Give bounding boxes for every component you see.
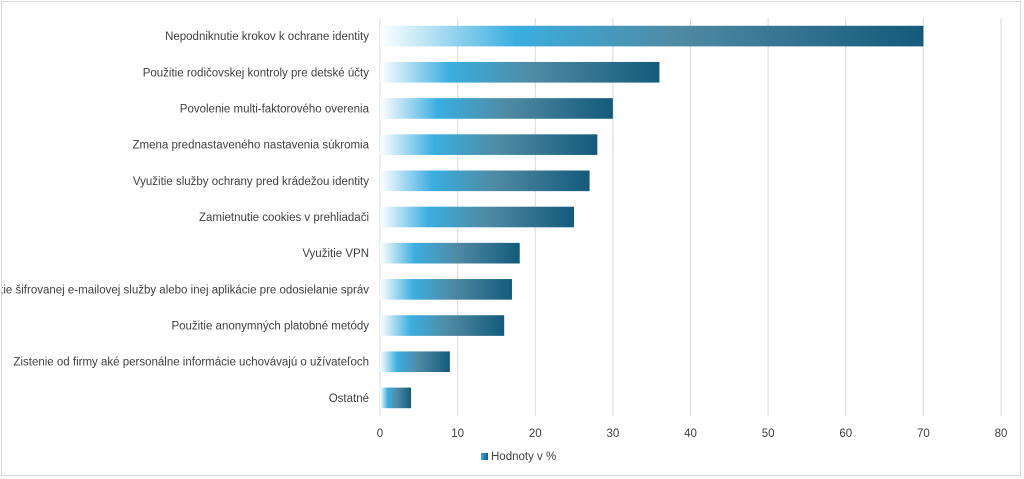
category-label: Použitie rodičovskej kontroly pre detské… bbox=[143, 67, 370, 79]
x-tick-label: 10 bbox=[451, 428, 464, 440]
category-label: Povolenie multi-faktorového overenia bbox=[180, 103, 370, 115]
legend-label: Hodnoty v % bbox=[491, 451, 556, 463]
x-tick-label: 20 bbox=[529, 428, 542, 440]
bar bbox=[380, 206, 575, 228]
bar bbox=[380, 315, 505, 336]
category-label: Zamietnutie cookies v prehliadači bbox=[199, 212, 369, 224]
bars bbox=[380, 25, 924, 409]
gridlines bbox=[379, 18, 1002, 416]
bar bbox=[380, 351, 450, 373]
x-tick-label: 80 bbox=[995, 428, 1008, 440]
bar bbox=[380, 25, 924, 47]
bar bbox=[380, 170, 590, 192]
bar bbox=[380, 134, 598, 155]
bar bbox=[380, 61, 660, 83]
category-label: Použitie šifrovanej e-mailovej služby al… bbox=[2, 284, 369, 296]
category-label: Využitie služby ochrany pred krádežou id… bbox=[133, 176, 369, 188]
x-tick-label: 60 bbox=[839, 428, 852, 440]
x-tick-label: 40 bbox=[684, 428, 697, 440]
category-label: Použitie anonymných platobné metódy bbox=[171, 321, 369, 333]
bar bbox=[380, 242, 520, 264]
x-tick-label: 70 bbox=[917, 428, 930, 440]
category-labels: Nepodniknutie krokov k ochrane identity P… bbox=[2, 31, 370, 405]
x-axis-tick-labels: 0 10 20 30 40 50 60 70 80 bbox=[377, 428, 1008, 440]
x-tick-label: 30 bbox=[606, 428, 619, 440]
x-tick-label: 50 bbox=[762, 428, 775, 440]
bar bbox=[380, 279, 512, 300]
category-label: Nepodniknutie krokov k ochrane identity bbox=[165, 31, 369, 43]
category-label: Ostatné bbox=[329, 393, 369, 405]
legend-swatch bbox=[481, 453, 488, 460]
category-label: Využitie VPN bbox=[302, 248, 369, 260]
x-tick-label: 0 bbox=[377, 428, 383, 440]
bar bbox=[380, 387, 412, 409]
legend: Hodnoty v % bbox=[481, 451, 556, 463]
category-label: Zmena prednastaveného nastavenia súkromi… bbox=[132, 140, 369, 152]
category-label: Zistenie od firmy aké personálne informá… bbox=[13, 357, 369, 369]
bar bbox=[380, 98, 613, 119]
